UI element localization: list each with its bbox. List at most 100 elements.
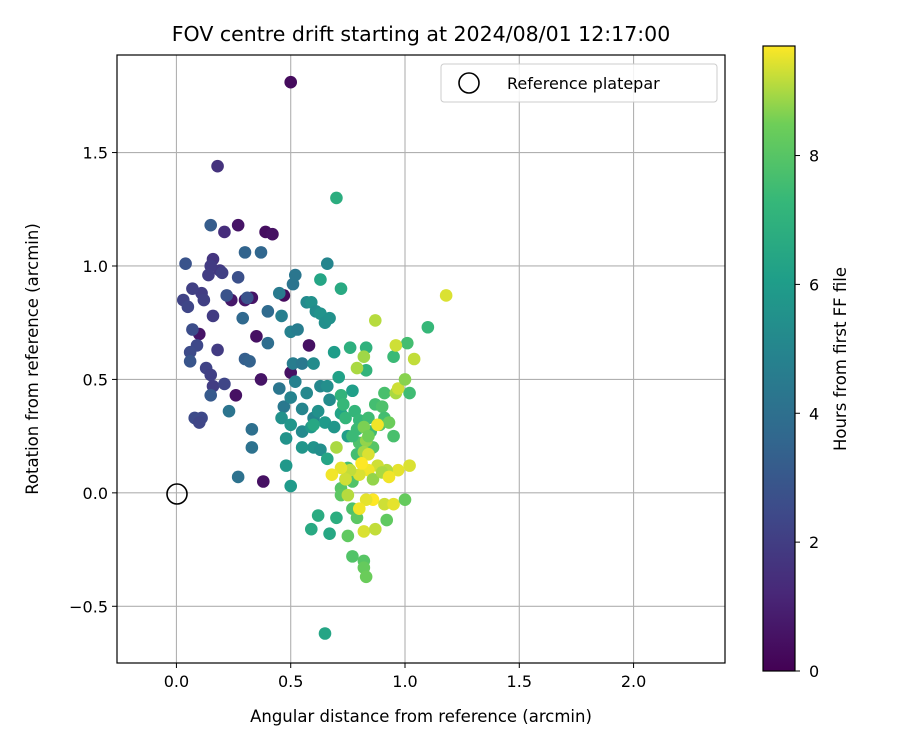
data-point — [243, 354, 256, 368]
data-point — [407, 352, 421, 366]
data-point — [218, 225, 231, 239]
y-axis-ticks: −0.5 0.0 0.5 1.0 1.5 — [69, 144, 117, 616]
data-point — [272, 286, 286, 300]
data-point — [368, 522, 382, 536]
data-point — [357, 525, 371, 538]
data-point — [330, 191, 343, 205]
data-point — [400, 336, 414, 350]
data-point — [261, 305, 275, 318]
data-point — [311, 509, 325, 522]
plot-frame — [116, 54, 726, 664]
data-point — [250, 330, 263, 343]
x-axis-label: Angular distance from reference (arcmin) — [250, 707, 592, 726]
data-point — [295, 357, 309, 370]
colorbar: 0 2 4 6 8 Hours from first FF file — [762, 45, 850, 681]
data-point — [240, 291, 254, 305]
data-point — [284, 418, 298, 432]
data-point — [357, 350, 371, 364]
data-point — [421, 320, 435, 334]
data-point — [362, 447, 375, 461]
data-point — [352, 502, 366, 516]
data-point — [266, 227, 279, 241]
data-point — [403, 459, 416, 472]
reference-platepar-marker — [166, 483, 188, 505]
data-point — [314, 273, 327, 286]
data-point — [343, 341, 357, 354]
data-point — [323, 393, 336, 407]
data-point — [350, 361, 364, 375]
data-point — [368, 314, 382, 327]
data-point — [245, 441, 259, 454]
colorbar-label: Hours from first FF file — [831, 267, 850, 451]
y-axis-label: Rotation from reference (arcmin) — [23, 223, 42, 495]
data-point — [204, 388, 218, 402]
data-point — [339, 472, 352, 486]
legend: Reference platepar — [440, 63, 718, 103]
data-point — [389, 339, 403, 352]
data-point — [284, 479, 298, 493]
data-point — [183, 345, 197, 359]
data-point — [300, 386, 314, 400]
data-point — [334, 282, 348, 295]
y-tick-label: 1.0 — [83, 257, 108, 276]
data-point — [304, 522, 318, 536]
data-point — [398, 493, 412, 506]
data-point — [398, 373, 412, 386]
data-point — [261, 336, 275, 350]
data-point — [254, 246, 268, 259]
data-point — [362, 429, 375, 443]
data-point — [327, 345, 341, 359]
chart-title: FOV centre drift starting at 2024/08/01 … — [172, 22, 671, 46]
data-point — [320, 257, 334, 271]
data-point — [204, 218, 218, 232]
data-point — [288, 375, 302, 388]
data-point — [330, 511, 343, 525]
data-point — [341, 488, 355, 502]
data-point — [382, 470, 396, 484]
grid — [117, 55, 725, 663]
data-point — [229, 388, 243, 402]
x-tick-label: 0.5 — [278, 672, 303, 691]
data-point — [346, 429, 359, 443]
data-point — [286, 357, 300, 370]
data-point — [346, 384, 359, 398]
data-point — [192, 416, 206, 429]
data-point — [211, 159, 224, 173]
data-point — [202, 268, 215, 282]
data-point — [284, 391, 298, 404]
colorbar-tick-label: 0 — [809, 662, 819, 681]
data-point — [320, 379, 334, 393]
data-point — [387, 429, 400, 443]
data-point — [311, 404, 325, 418]
data-point — [366, 472, 380, 486]
y-tick-label: 0.5 — [83, 370, 108, 389]
x-tick-label: 0.0 — [164, 672, 189, 691]
data-point — [307, 357, 320, 370]
data-point — [355, 457, 368, 470]
data-point — [254, 373, 268, 386]
data-point — [318, 627, 332, 640]
x-tick-label: 1.0 — [392, 672, 417, 691]
data-point — [380, 513, 394, 527]
data-point — [439, 289, 453, 302]
x-tick-label: 2.0 — [621, 672, 646, 691]
data-point — [295, 441, 309, 454]
data-point — [320, 452, 334, 466]
data-point — [387, 350, 400, 364]
data-point — [231, 470, 245, 484]
data-point — [284, 75, 298, 89]
data-point — [371, 418, 384, 432]
data-point — [279, 459, 293, 472]
data-point — [204, 368, 218, 382]
data-point — [336, 398, 350, 411]
data-point — [245, 423, 259, 436]
data-point — [323, 311, 336, 325]
legend-marker-icon — [458, 72, 480, 94]
data-point — [325, 468, 339, 482]
data-point — [220, 289, 234, 302]
colorbar-ticks: 0 2 4 6 8 — [795, 147, 819, 681]
data-point — [307, 418, 320, 432]
data-point — [295, 402, 309, 416]
data-point — [218, 377, 231, 391]
